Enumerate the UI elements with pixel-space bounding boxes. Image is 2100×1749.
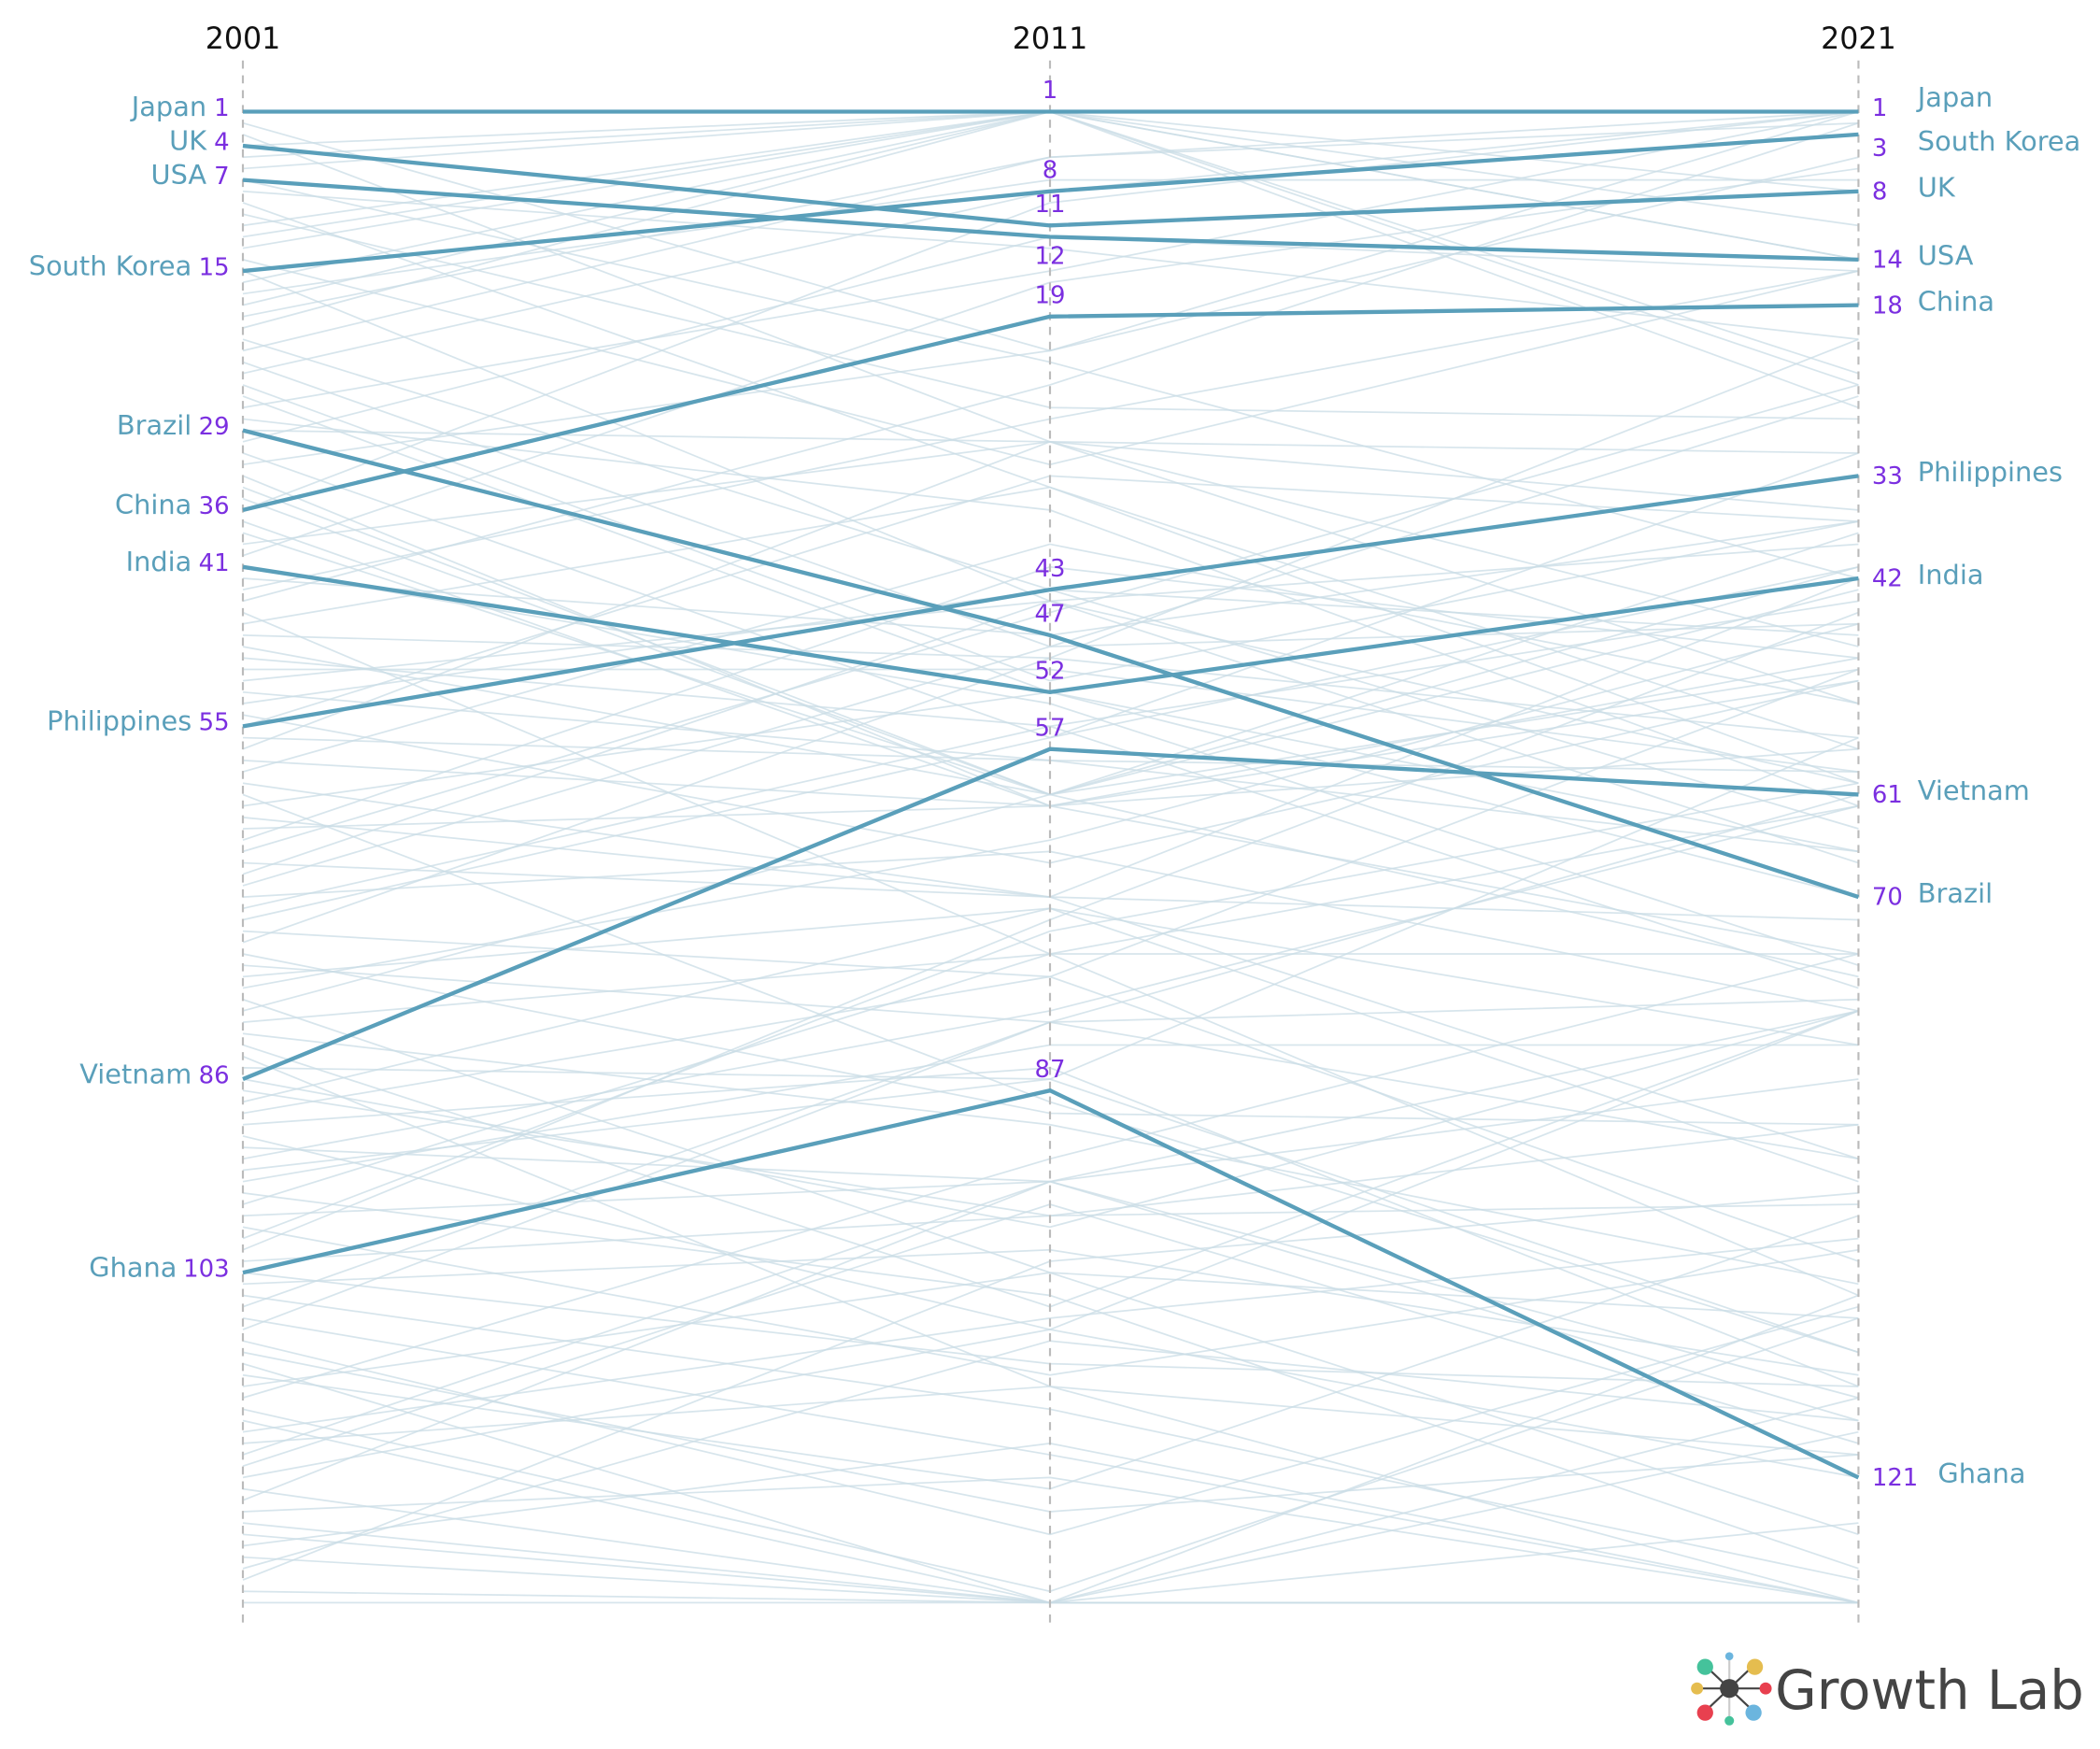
rank-2021-philippines: 33	[1872, 462, 1903, 491]
rank-2021-uk: 8	[1872, 178, 1887, 206]
country-label-left-brazil: Brazil	[117, 409, 192, 441]
country-label-right-vietnam: Vietnam	[1918, 775, 2030, 806]
rank-2001-china: 36	[199, 492, 230, 520]
line-brazil	[242, 428, 1860, 900]
line-india	[242, 564, 1859, 695]
background-line	[242, 998, 1859, 1330]
rank-2011-india: 52	[1035, 657, 1066, 685]
country-label-right-india: India	[1918, 559, 1984, 590]
rank-2001-south-korea: 15	[199, 253, 230, 281]
background-line	[242, 565, 1859, 921]
country-label-right-ghana: Ghana	[1937, 1458, 2025, 1489]
background-line	[242, 384, 1859, 682]
background-line	[242, 1476, 1859, 1604]
country-label-right-south-korea: South Korea	[1918, 125, 2080, 157]
background-line	[242, 622, 1859, 887]
background-line	[242, 1010, 1859, 1501]
country-label-left-uk: UK	[169, 124, 207, 156]
background-line	[242, 1272, 1859, 1536]
rank-2011-south-korea: 8	[1043, 156, 1057, 184]
line-ghana	[242, 1088, 1860, 1480]
rank-2011-brazil: 47	[1035, 601, 1066, 629]
background-line	[242, 110, 1859, 466]
rank-2001-philippines: 55	[199, 709, 230, 737]
background-line	[242, 1032, 1859, 1286]
highlighted-lines	[242, 109, 1860, 1480]
line-usa	[242, 178, 1859, 263]
rank-2011-japan: 1	[1043, 77, 1057, 105]
background-line	[242, 440, 1859, 750]
background-line	[242, 1010, 1859, 1479]
background-line	[242, 1248, 1859, 1376]
line-vietnam	[242, 747, 1859, 1082]
background-line	[242, 668, 1859, 1115]
line-south-korea	[242, 132, 1859, 274]
country-label-left-india: India	[126, 546, 192, 577]
rank-2011-philippines: 43	[1035, 555, 1066, 583]
rank-2001-vietnam: 86	[199, 1061, 230, 1089]
rank-2021-vietnam: 61	[1872, 781, 1903, 809]
rank-2001-ghana: 103	[183, 1255, 229, 1283]
background-line	[242, 1556, 1859, 1604]
rank-2021-india: 42	[1872, 565, 1903, 593]
country-label-left-vietnam: Vietnam	[79, 1058, 192, 1089]
background-line	[242, 1010, 1859, 1229]
country-label-right-philippines: Philippines	[1918, 456, 2063, 488]
country-label-right-china: China	[1918, 285, 1994, 317]
country-label-right-japan: Japan	[1916, 81, 1993, 113]
year-label-2021: 2021	[1821, 22, 1896, 56]
rank-2001-india: 41	[199, 549, 230, 577]
country-label-right-usa: USA	[1918, 240, 1974, 272]
background-line	[242, 782, 1859, 1240]
rank-2021-south-korea: 3	[1872, 135, 1887, 163]
background-line	[242, 543, 1859, 773]
rank-2011-vietnam: 57	[1035, 714, 1066, 742]
rank-2021-ghana: 121	[1872, 1464, 1918, 1492]
background-line	[242, 121, 1859, 603]
background-line	[242, 804, 1859, 1023]
network-icon	[1691, 1652, 1772, 1726]
rank-2011-usa: 12	[1035, 242, 1066, 270]
year-label-2011: 2011	[1013, 22, 1088, 56]
logo-text: Growth Lab	[1775, 1659, 2084, 1722]
year-label-2001: 2001	[206, 22, 281, 56]
background-line	[242, 1386, 1859, 1604]
background-line	[242, 110, 1859, 511]
background-line	[242, 589, 1859, 1012]
rank-2021-japan: 1	[1872, 94, 1887, 122]
rank-2011-ghana: 87	[1035, 1056, 1066, 1084]
country-label-left-ghana: Ghana	[89, 1251, 177, 1283]
country-label-right-brazil: Brazil	[1918, 877, 1993, 909]
rank-2001-japan: 1	[214, 94, 229, 122]
rank-2021-usa: 14	[1872, 247, 1903, 275]
rank-2011-uk: 11	[1035, 191, 1066, 219]
country-label-left-usa: USA	[151, 159, 207, 191]
year-axes: 2001 2011 2021	[206, 22, 1896, 1628]
country-label-left-south-korea: South Korea	[29, 249, 192, 281]
country-label-left-philippines: Philippines	[47, 705, 192, 737]
growth-lab-logo: Growth Lab	[1691, 1652, 2084, 1726]
rank-2021-china: 18	[1872, 292, 1903, 320]
background-line	[242, 646, 1859, 978]
background-line	[242, 167, 1859, 557]
line-uk	[242, 143, 1859, 228]
country-label-right-uk: UK	[1918, 172, 1956, 204]
line-china	[242, 303, 1859, 513]
line-philippines	[242, 474, 1859, 729]
rank-2001-usa: 7	[214, 163, 229, 191]
rank-2021-brazil: 70	[1872, 884, 1903, 912]
rank-2011-china: 19	[1035, 281, 1066, 309]
country-label-left-japan: Japan	[130, 91, 206, 122]
background-line	[242, 1226, 1859, 1376]
country-label-left-china: China	[115, 489, 192, 520]
rank-2001-brazil: 29	[199, 413, 230, 441]
rank-2001-uk: 4	[214, 128, 229, 156]
